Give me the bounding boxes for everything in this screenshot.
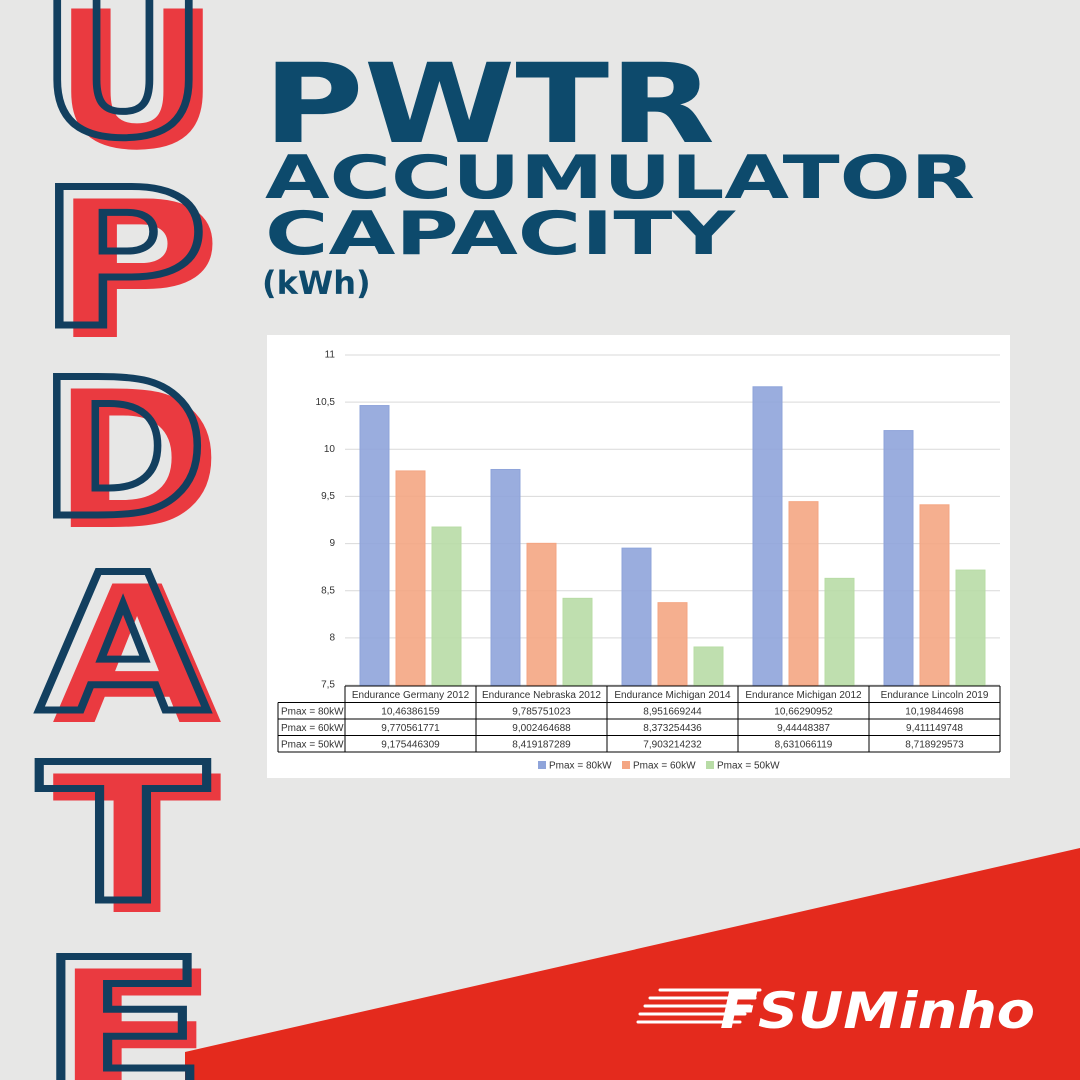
legend-label: Pmax = 50kW bbox=[717, 761, 780, 772]
table-row-label: Pmax = 60kW bbox=[281, 723, 344, 734]
y-tick-label: 8 bbox=[329, 632, 335, 643]
bar bbox=[562, 597, 593, 686]
brand: FSUMinho bbox=[720, 982, 1035, 1040]
legend-label: Pmax = 80kW bbox=[549, 761, 612, 772]
y-tick-label: 10 bbox=[324, 444, 336, 455]
bar bbox=[657, 602, 688, 686]
legend-swatch bbox=[622, 761, 630, 769]
x-tick-label: Endurance Michigan 2014 bbox=[614, 690, 731, 701]
side-letter-shadow: P bbox=[52, 161, 222, 382]
side-letter: A bbox=[38, 534, 208, 755]
data-label: 8,631066119 bbox=[775, 739, 833, 750]
chart: 7,5 8 8,5 9 9,5 10 10,5 11 Endurance Germany 201… bbox=[277, 350, 1001, 772]
x-tick-label: Endurance Germany 2012 bbox=[352, 690, 470, 701]
bar bbox=[693, 646, 724, 686]
legend-label: Pmax = 60kW bbox=[633, 761, 696, 772]
data-label: 9,175446309 bbox=[381, 739, 440, 750]
side-letter: P bbox=[38, 149, 208, 370]
x-tick-label: Endurance Nebraska 2012 bbox=[482, 690, 601, 701]
side-letter: D bbox=[38, 339, 208, 560]
table-row-label: Pmax = 80kW bbox=[281, 706, 344, 717]
data-label: 8,373254436 bbox=[643, 723, 702, 734]
subtitle: ACCUMULATOR bbox=[265, 143, 975, 213]
side-letter-shadow: D bbox=[52, 351, 222, 572]
red-band bbox=[185, 848, 1080, 1080]
bar bbox=[359, 405, 390, 686]
side-letter-shadow: E bbox=[52, 931, 222, 1080]
data-label: 9,770561771 bbox=[381, 723, 440, 734]
logo: FSUMinho bbox=[636, 982, 1035, 1040]
bar bbox=[395, 470, 426, 686]
bar bbox=[788, 501, 819, 686]
side-letter-shadow: T bbox=[52, 736, 222, 957]
bar bbox=[526, 542, 557, 686]
legend-swatch bbox=[538, 761, 546, 769]
data-label: 10,19844698 bbox=[905, 706, 964, 717]
unit: (kWh) bbox=[262, 264, 371, 302]
data-label: 10,46386159 bbox=[381, 706, 440, 717]
bar bbox=[490, 468, 521, 686]
data-label: 9,411149748 bbox=[906, 723, 963, 734]
y-tick-label: 7,5 bbox=[321, 680, 335, 691]
y-tick-label: 8,5 bbox=[321, 585, 335, 596]
side-letter: E bbox=[38, 919, 208, 1080]
bar bbox=[919, 504, 950, 686]
data-label: 9,44448387 bbox=[777, 723, 830, 734]
bar bbox=[752, 386, 783, 686]
data-label: 10,66290952 bbox=[774, 706, 833, 717]
title: PWTR bbox=[263, 40, 715, 168]
x-tick-label: Endurance Lincoln 2019 bbox=[881, 690, 989, 701]
data-label: 9,785751023 bbox=[512, 706, 571, 717]
bar bbox=[824, 577, 855, 686]
table-row-label: Pmax = 50kW bbox=[281, 739, 344, 750]
subtitle: CAPACITY bbox=[265, 199, 737, 269]
data-label: 8,718929573 bbox=[905, 739, 964, 750]
y-tick-label: 9 bbox=[329, 538, 335, 549]
x-tick-label: Endurance Michigan 2012 bbox=[745, 690, 862, 701]
bar bbox=[955, 569, 986, 686]
legend-swatch bbox=[706, 761, 714, 769]
side-letter-shadow: A bbox=[52, 546, 222, 767]
data-label: 9,002464688 bbox=[512, 723, 571, 734]
side-letter-shadow: U bbox=[52, 0, 222, 192]
y-tick-label: 9,5 bbox=[321, 491, 335, 502]
bar bbox=[431, 526, 462, 686]
bar bbox=[621, 547, 652, 686]
side-letter: U bbox=[38, 0, 208, 180]
y-tick-label: 11 bbox=[325, 350, 336, 361]
data-label: 7,903214232 bbox=[643, 739, 702, 750]
side-letter: T bbox=[38, 724, 208, 945]
bar bbox=[883, 430, 914, 686]
data-label: 8,419187289 bbox=[512, 739, 571, 750]
data-label: 8,951669244 bbox=[643, 706, 702, 717]
y-tick-label: 10,5 bbox=[316, 397, 336, 408]
